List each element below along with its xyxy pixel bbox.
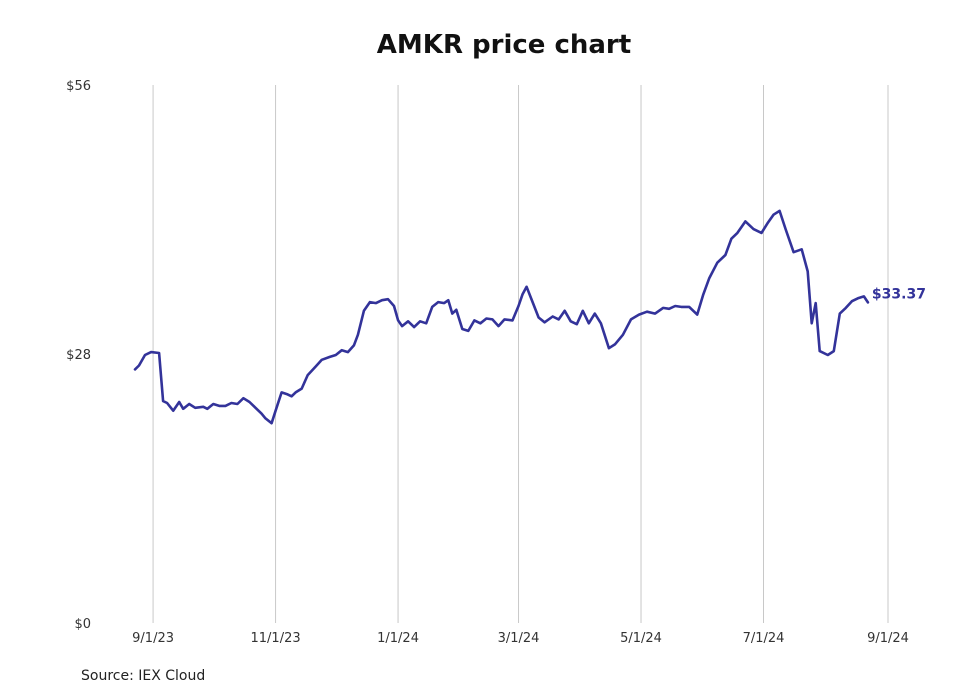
- vertical-gridlines: [152, 85, 889, 623]
- x-tick-label-0: 9/1/23: [132, 631, 174, 646]
- x-tick-label-4: 5/1/24: [620, 631, 662, 646]
- chart-title: AMKR price chart: [376, 30, 632, 60]
- x-axis-tick-labels: 9/1/23 11/1/23 1/1/24 3/1/24 5/1/24 7/1/24 9/1…: [132, 631, 909, 646]
- price-series: [133, 209, 870, 425]
- source-note: Source: IEX Cloud: [81, 668, 206, 684]
- x-tick-label-2: 1/1/24: [377, 631, 419, 646]
- y-tick-label-2: $56: [66, 79, 91, 94]
- y-axis-tick-labels: $0 $28 $56: [66, 79, 91, 632]
- x-tick-label-3: 3/1/24: [498, 631, 540, 646]
- x-tick-label-6: 9/1/24: [867, 631, 909, 646]
- last-price-label: $33.37: [872, 286, 926, 302]
- end-value-annotation: $33.37: [872, 286, 926, 302]
- x-tick-label-5: 7/1/24: [743, 631, 785, 646]
- price-line: [133, 209, 870, 425]
- y-tick-label-0: $0: [74, 617, 91, 632]
- x-tick-label-1: 11/1/23: [251, 631, 301, 646]
- y-tick-label-1: $28: [66, 348, 91, 363]
